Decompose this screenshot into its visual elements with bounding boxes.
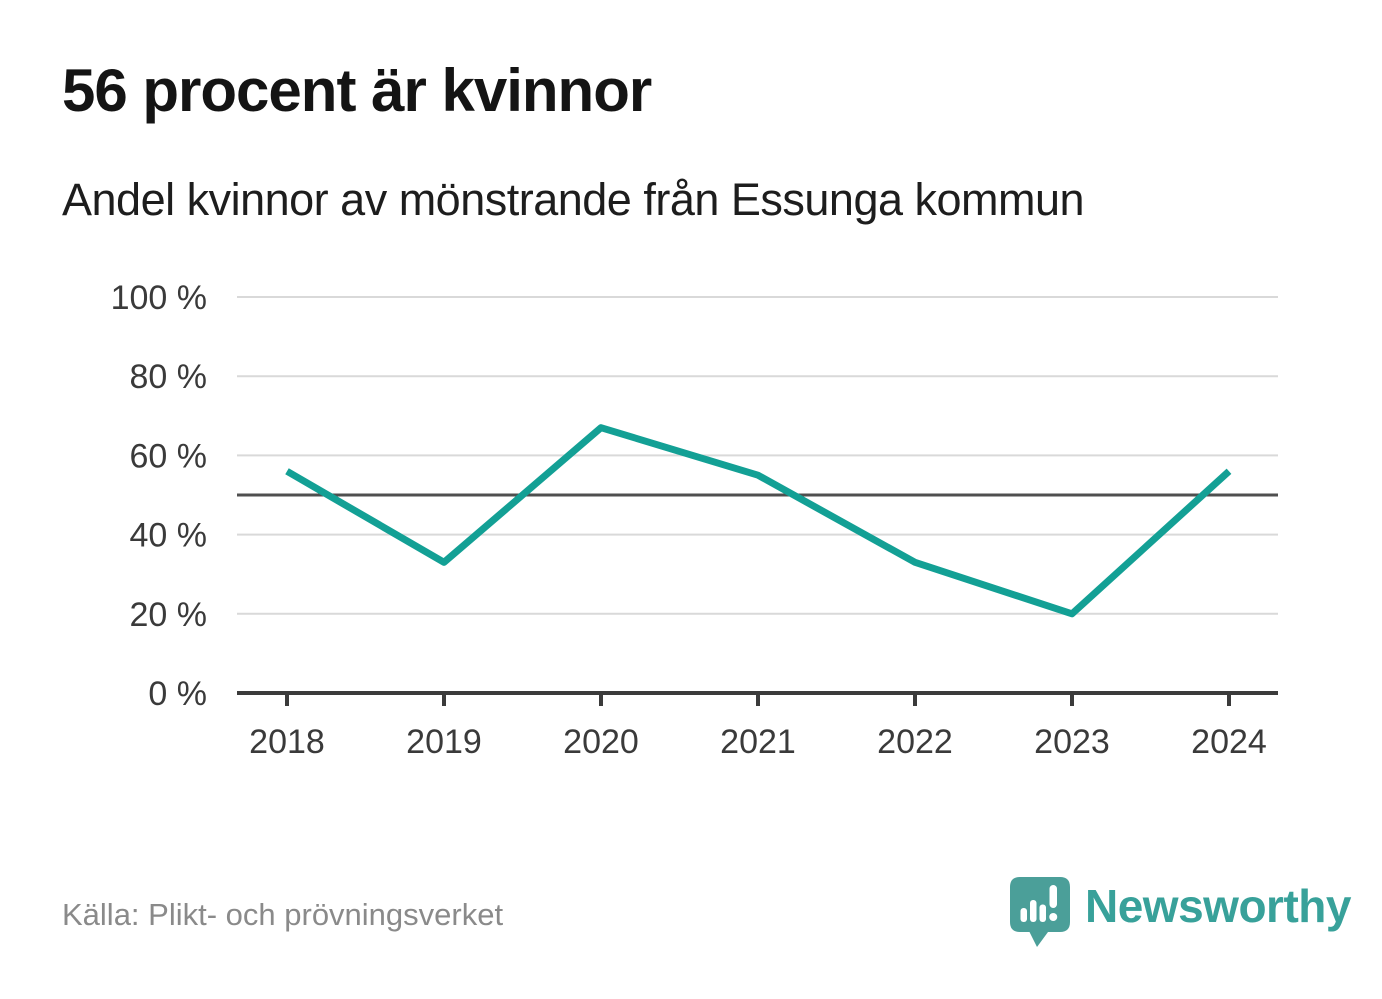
chart-subtitle: Andel kvinnor av mönstrande från Essunga… <box>62 174 1085 225</box>
chart-canvas: 0 % 20 % 40 % 60 % 80 % 100 % 2018 2019 2020 2021… <box>111 279 1278 761</box>
newsworthy-logo: Newsworthy <box>1010 877 1351 947</box>
logo-bar-medium-icon <box>1039 904 1046 922</box>
logo-bar-tall-icon <box>1030 900 1037 922</box>
x-axis-tick-label: 2024 <box>1191 723 1267 761</box>
x-axis-tick-label: 2021 <box>720 723 796 761</box>
y-axis-tick-label: 20 % <box>130 596 208 634</box>
x-axis-tick-label: 2020 <box>563 723 639 761</box>
x-axis-tick-label: 2022 <box>877 723 953 761</box>
y-axis-tick-label: 60 % <box>130 437 208 475</box>
x-axis-tick-label: 2019 <box>406 723 482 761</box>
y-axis-tick-label: 40 % <box>130 517 208 555</box>
newsworthy-speech-bubble-bars-exclamation-icon <box>1010 877 1070 947</box>
y-axis-tick-label: 0 % <box>148 675 207 713</box>
logo-exclamation-bar-icon <box>1049 885 1057 908</box>
newsworthy-wordmark: Newsworthy <box>1085 880 1351 932</box>
logo-exclamation-dot-icon <box>1049 913 1058 921</box>
y-axis-tick-label: 100 % <box>111 279 207 317</box>
data-line <box>285 424 1232 618</box>
source-note: Källa: Plikt- och prövningsverket <box>62 897 504 932</box>
y-axis-tick-label: 80 % <box>130 358 208 396</box>
x-axis-tick-label: 2018 <box>249 723 325 761</box>
x-axis-tick-label: 2023 <box>1034 723 1110 761</box>
logo-bar-small-icon <box>1020 908 1027 922</box>
page-title: 56 procent är kvinnor <box>62 57 652 124</box>
